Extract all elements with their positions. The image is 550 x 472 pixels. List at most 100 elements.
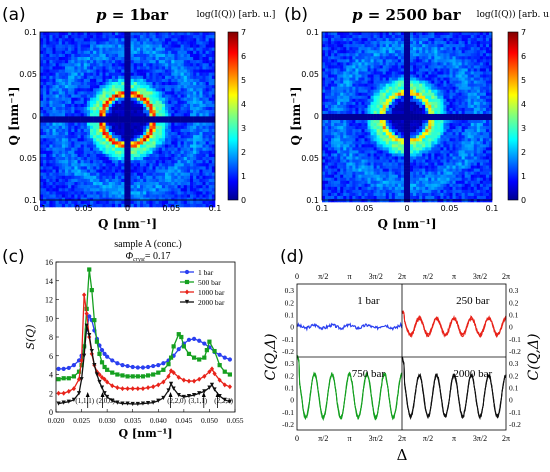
heatmap-cell — [407, 95, 411, 100]
heatmap-cell — [55, 178, 60, 183]
heatmap-cell — [102, 157, 106, 161]
heatmap-cell — [146, 91, 150, 95]
heatmap-cell — [133, 72, 138, 77]
heatmap-cell — [419, 123, 423, 127]
heatmap-cell — [111, 200, 116, 205]
heatmap-cell — [127, 203, 131, 208]
heatmap-cell — [40, 85, 44, 89]
heatmap-cell — [367, 101, 371, 106]
heatmap-cell — [346, 47, 350, 51]
heatmap-cell — [115, 32, 119, 36]
heatmap-cell — [337, 180, 341, 185]
heatmap-cell — [49, 69, 53, 73]
heatmap-cell — [174, 47, 178, 52]
heatmap-cell — [199, 157, 203, 161]
heatmap-cell — [379, 168, 384, 172]
heatmap-cell — [403, 171, 408, 175]
heatmap-cell — [80, 191, 85, 195]
heatmap-cell — [158, 66, 163, 70]
heatmap-cell — [180, 160, 185, 164]
heatmap-cell — [127, 132, 131, 136]
heatmap-cell — [71, 138, 75, 142]
heatmap-cell — [361, 65, 365, 69]
heatmap-cell — [400, 147, 405, 151]
heatmap-cell — [367, 68, 371, 72]
heatmap-cell — [108, 203, 113, 208]
heatmap-cell — [370, 95, 374, 100]
heatmap-cell — [177, 60, 181, 64]
heatmap-cell — [174, 150, 178, 155]
heatmap-cell — [370, 77, 374, 81]
heatmap-cell — [334, 189, 338, 194]
heatmap-cell — [74, 194, 78, 198]
heatmap-cell — [410, 138, 414, 142]
heatmap-cell — [346, 162, 350, 166]
heatmap-cell — [193, 166, 197, 170]
heatmap-cell — [349, 38, 353, 42]
heatmap-cell — [58, 132, 63, 136]
heatmap-cell — [385, 50, 390, 54]
heatmap-cell — [183, 203, 188, 208]
heatmap-cell — [86, 113, 91, 117]
heatmap-cell — [190, 188, 194, 192]
heatmap-cell — [343, 156, 347, 160]
heatmap-cell — [385, 113, 390, 118]
heatmap-cell — [346, 189, 350, 194]
heatmap-cell — [328, 186, 332, 191]
heatmap-cell — [158, 47, 163, 52]
heatmap-cell — [71, 107, 75, 111]
heatmap-cell — [343, 62, 347, 66]
heatmap-cell — [158, 150, 163, 155]
heatmap-cell — [108, 150, 113, 155]
heatmap-cell — [40, 72, 44, 77]
heatmap-cell — [370, 165, 374, 169]
heatmap-cell — [346, 53, 350, 57]
heatmap-cell — [146, 197, 150, 202]
heatmap-cell — [93, 203, 97, 208]
heatmap-cell — [397, 101, 402, 106]
heatmap-cell — [143, 50, 147, 55]
heatmap-cell — [202, 157, 206, 161]
heatmap-cell — [99, 100, 103, 105]
heatmap-cell — [49, 135, 53, 139]
heatmap-cell — [334, 65, 338, 69]
heatmap-cell — [55, 35, 60, 39]
heatmap-cell — [199, 88, 203, 92]
heatmap-cell — [349, 71, 353, 75]
heatmap-cell — [391, 141, 396, 145]
heatmap-cell — [83, 44, 88, 48]
heatmap-cell — [202, 200, 206, 205]
heatmap-cell — [180, 125, 185, 130]
heatmap-cell — [168, 203, 172, 208]
heatmap-cell — [416, 195, 420, 200]
heatmap-cell — [367, 80, 371, 84]
heatmap-cell — [337, 129, 341, 133]
heatmap-cell — [403, 192, 408, 197]
heatmap-cell — [394, 120, 399, 124]
heatmap-cell — [337, 71, 341, 75]
heatmap-cell — [379, 195, 384, 200]
heatmap-cell — [364, 32, 368, 36]
heatmap-cell — [367, 98, 371, 103]
heatmap-cell — [186, 116, 191, 120]
heatmap-cell — [58, 128, 63, 133]
heatmap-cell — [382, 62, 387, 66]
heatmap-cell — [400, 104, 405, 109]
heatmap-cell — [40, 91, 44, 95]
heatmap-cell — [193, 141, 197, 145]
heatmap-cell — [346, 150, 350, 154]
heatmap-cell — [105, 185, 110, 189]
heatmap-cell — [400, 177, 405, 182]
heatmap-cell — [99, 97, 103, 102]
heatmap-cell — [199, 103, 203, 108]
heatmap-cell — [376, 35, 380, 39]
heatmap-cell — [413, 110, 417, 115]
heatmap-cell — [322, 186, 326, 191]
heatmap-cell — [158, 166, 163, 170]
heatmap-cell — [149, 116, 153, 120]
heatmap-cell — [196, 66, 200, 70]
heatmap-cell — [193, 38, 197, 42]
heatmap-cell — [385, 32, 390, 36]
heatmap-cell — [340, 189, 344, 194]
heatmap-cell — [74, 138, 78, 142]
